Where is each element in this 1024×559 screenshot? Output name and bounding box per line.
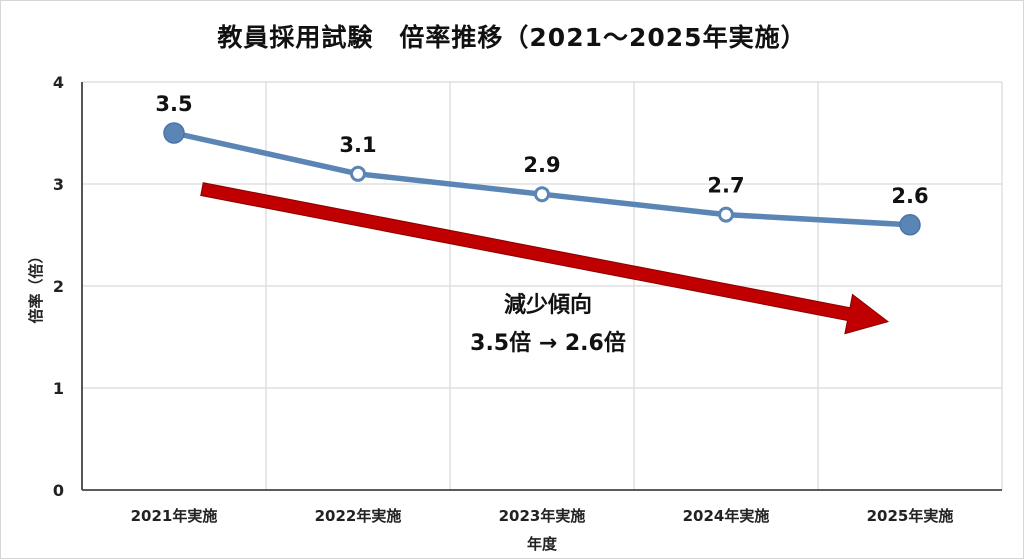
annotation-line1: 減少傾向 <box>504 292 592 318</box>
data-point <box>718 206 734 223</box>
x-tick-label: 2025年実施 <box>867 507 954 525</box>
data-point <box>534 186 550 203</box>
trend-arrow <box>200 182 890 335</box>
y-tick-label: 3 <box>53 175 64 194</box>
x-tick-label: 2021年実施 <box>131 507 218 525</box>
x-tick-label: 2024年実施 <box>683 507 770 525</box>
x-tick-label: 2023年実施 <box>499 507 586 525</box>
y-tick-label: 0 <box>53 481 64 500</box>
data-point <box>350 165 366 182</box>
y-tick-label: 2 <box>53 277 64 296</box>
data-point <box>899 214 921 236</box>
x-axis-title: 年度 <box>527 535 558 553</box>
y-axis-title: 倍率（倍） <box>27 248 45 323</box>
annotation-line2: 3.5倍 → 2.6倍 <box>470 330 626 356</box>
data-point <box>163 122 185 144</box>
y-tick-label: 1 <box>53 379 64 398</box>
y-tick-label: 4 <box>53 73 64 92</box>
x-tick-label: 2022年実施 <box>315 507 402 525</box>
chart-title: 教員採用試験 倍率推移（2021～2025年実施） <box>217 23 807 52</box>
data-label: 3.1 <box>339 133 376 157</box>
data-label: 3.5 <box>155 92 192 116</box>
data-label: 2.7 <box>707 174 744 198</box>
data-label: 2.9 <box>523 153 560 177</box>
data-label: 2.6 <box>891 184 928 208</box>
